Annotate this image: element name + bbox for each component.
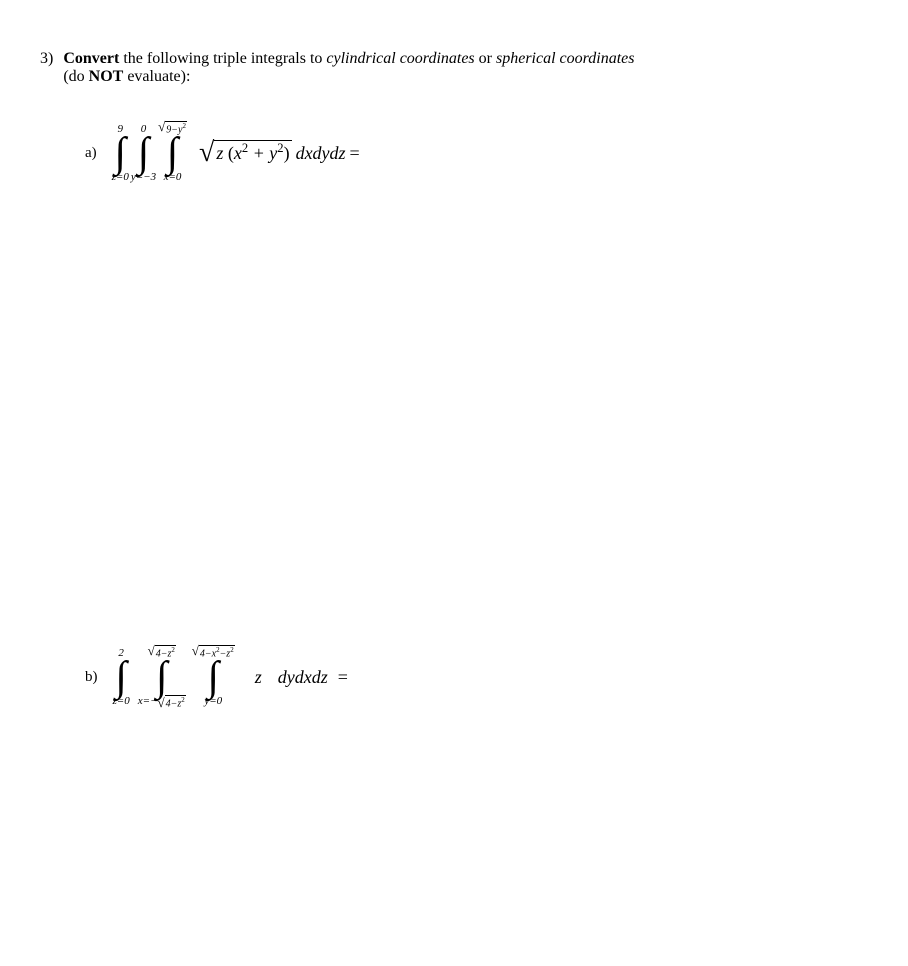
spherical-text: spherical coordinates [496,50,635,67]
integral-a-3: √9−y2 ∫ x=0 [158,121,187,185]
subpart-a: a) 9 ∫ z=0 0 ∫ y=−3 √9−y2 ∫ x=0 √ z [85,121,868,185]
equals-b: = [338,667,348,688]
integral-a-1: 9 ∫ z=0 [112,121,129,185]
problem-header: 3) Convert the following triple integral… [40,50,868,86]
not-text: NOT [89,68,124,85]
integral-sign: ∫ [138,135,150,171]
b2-lower-sup: 2 [181,696,185,704]
integral-sign: ∫ [115,135,127,171]
x-var: x [234,143,242,163]
integral-sign: ∫ [156,659,168,695]
int-a2-lower: y=−3 [131,171,156,185]
equals-a: = [350,143,360,164]
integral-a: 9 ∫ z=0 0 ∫ y=−3 √9−y2 ∫ x=0 √ z (x2 + y… [112,121,360,185]
line2b: evaluate): [123,68,190,85]
problem-number: 3) [40,50,53,86]
text-mid1: the following triple integrals to [119,50,326,67]
b3-upper-sup2: 2 [230,646,234,654]
sqrt-sign-icon: √ [158,119,165,135]
sqrt-sign-icon: √ [199,137,214,169]
integral-sign: ∫ [167,135,179,171]
sqrt-a: √ z (x2 + y2) [199,137,292,169]
sqrt-sign-icon: √ [192,643,199,659]
sqrt-sign-icon: √ [157,695,164,711]
integral-b-1: 2 ∫ z=0 [113,645,130,709]
label-a: a) [85,145,97,162]
int-b3-lower: y=0 [204,695,222,709]
paren-close: ) [284,143,290,163]
integral-b-2: √4−z2 ∫ x=−√4−z2 [138,645,186,709]
diff-b: dydxdz [278,667,328,688]
line2a: (do [63,68,88,85]
integral-sign: ∫ [207,659,219,695]
z-var-b: z [255,667,262,688]
b2-lower-prefix: x=− [138,695,158,707]
integral-b-3: √4−x2−z2 ∫ y=0 [192,645,235,709]
sqrt-sign-icon: √ [148,643,155,659]
problem-text: Convert the following triple integrals t… [63,50,868,86]
int-b2-lower: x=−√4−z2 [138,695,186,709]
a3-upper-sup: 2 [182,122,186,130]
subpart-b: b) 2 ∫ z=0 √4−z2 ∫ x=−√4−z2 √4−x2−z2 ∫ y… [85,645,868,709]
convert-word: Convert [63,50,119,67]
diff-a: dxdydz [296,143,346,164]
label-b: b) [85,669,98,686]
integrand-a: √ z (x2 + y2) dxdydz= [199,137,360,169]
integral-sign: ∫ [115,659,127,695]
integrand-b: z dydxdz = [255,667,348,688]
b2-lower-body: 4−z [166,698,182,709]
int-a1-lower: z=0 [112,171,129,185]
int-b1-lower: z=0 [113,695,130,709]
z-var: z [216,143,223,163]
integral-b: 2 ∫ z=0 √4−z2 ∫ x=−√4−z2 √4−x2−z2 ∫ y=0 … [113,645,348,709]
integral-a-2: 0 ∫ y=−3 [131,121,156,185]
or-text: or [475,50,496,67]
cylindrical-text: cylindrical coordinates [326,50,474,67]
plus-y: + y [248,143,277,163]
int-a3-lower: x=0 [164,171,182,185]
b2-upper-sup: 2 [171,646,175,654]
b3-upper-mid: −z [220,648,231,659]
